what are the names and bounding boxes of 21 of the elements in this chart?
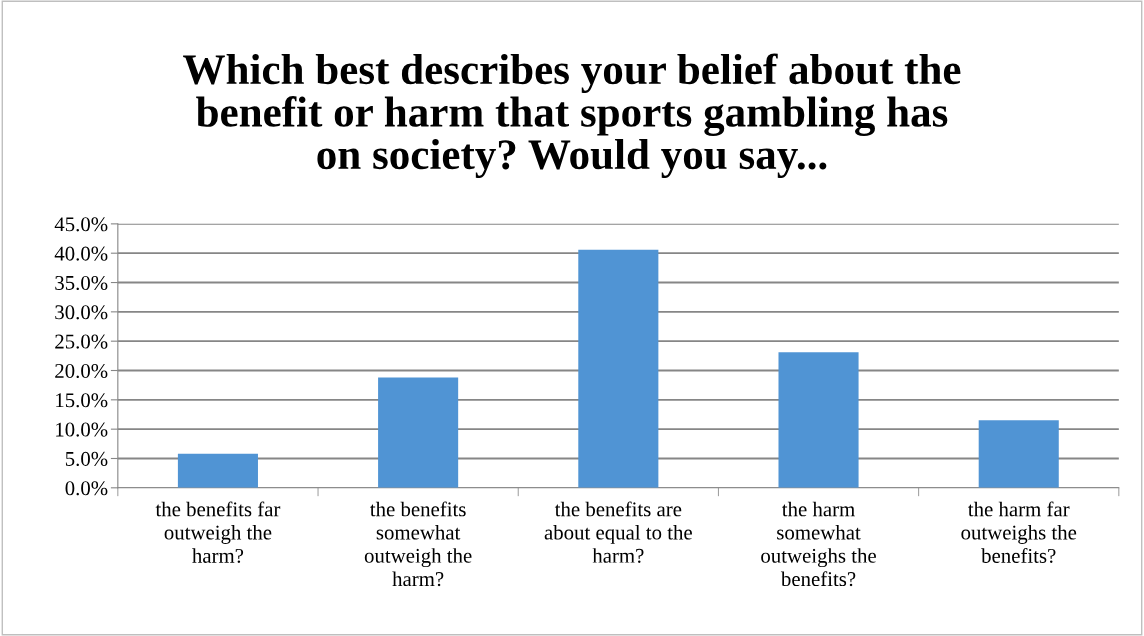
y-tick-label: 25.0% bbox=[55, 334, 108, 349]
bar bbox=[177, 453, 258, 488]
bar bbox=[578, 249, 659, 488]
y-tick-label: 5.0% bbox=[65, 451, 108, 467]
y-tick-label: 10.0% bbox=[56, 422, 108, 437]
x-tick-label: the benefits somewhat outweigh the harm? bbox=[364, 501, 472, 587]
bar bbox=[978, 420, 1059, 488]
y-tick-label: 40.0% bbox=[54, 246, 108, 261]
x-tick-label: the benefits are about equal to the harm? bbox=[544, 501, 692, 563]
y-tick-label: 45.0% bbox=[54, 217, 108, 232]
y-tick-label: 15.0% bbox=[56, 393, 108, 408]
x-tick-label: the harm far outweighs the benefits? bbox=[961, 501, 1077, 563]
y-tick-label: 30.0% bbox=[55, 305, 108, 320]
y-tick-label: 0.0% bbox=[65, 481, 108, 496]
chart-title: Which best describes your belief about the benefit or harm that sports gambling has on society? Would you say... bbox=[183, 53, 961, 179]
bar bbox=[778, 352, 859, 488]
x-tick-label: the benefits far outweigh the harm? bbox=[155, 501, 281, 563]
y-tick-label: 35.0% bbox=[55, 275, 108, 291]
x-tick-label: the harm somewhat outweighs the benefits? bbox=[761, 501, 876, 587]
bar bbox=[378, 377, 459, 488]
y-tick-label: 20.0% bbox=[55, 363, 108, 379]
